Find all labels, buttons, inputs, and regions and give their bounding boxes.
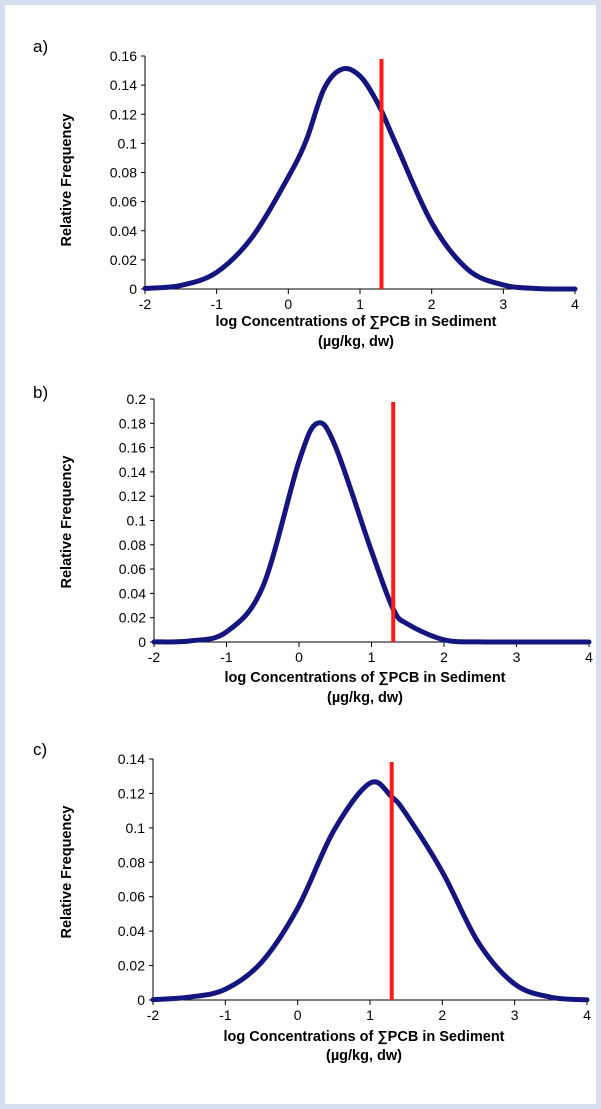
x-axis-title: log Concentrations of ∑PCB in Sediment	[224, 670, 505, 686]
y-tick-label: 0.16	[119, 440, 146, 456]
y-tick-label: 0.12	[110, 106, 137, 122]
y-tick-label: 0.06	[119, 561, 146, 577]
x-tick-label: 2	[438, 1007, 446, 1023]
x-tick-label: -1	[220, 649, 233, 665]
x-tick-label: 4	[571, 296, 579, 312]
y-tick-label: 0.1	[126, 820, 146, 836]
y-tick-label: 0.14	[119, 464, 146, 480]
panel-label: a)	[33, 37, 48, 56]
y-axis-title: Relative Frequency	[59, 114, 75, 247]
x-tick-label: 1	[366, 1007, 374, 1023]
y-tick-label: 0.14	[110, 77, 137, 93]
y-axis-title: Relative Frequency	[59, 456, 75, 589]
y-tick-label: 0.04	[118, 923, 145, 939]
panel-label: b)	[33, 383, 48, 402]
y-tick-label: 0.02	[118, 958, 145, 974]
y-axis-title: Relative Frequency	[59, 806, 75, 939]
y-tick-label: 0.06	[110, 194, 137, 210]
y-tick-label: 0.12	[119, 488, 146, 504]
y-tick-label: 0	[129, 281, 137, 297]
y-tick-label: 0.02	[119, 610, 146, 626]
x-tick-label: 4	[583, 1007, 591, 1023]
panel-label: c)	[33, 740, 47, 759]
distribution-curve	[150, 779, 590, 1003]
x-axis-units: (µg/kg, dw)	[318, 334, 394, 350]
y-tick-label: 0.2	[127, 391, 147, 407]
y-tick-label: 0.02	[110, 252, 137, 268]
y-tick-label: 0.08	[110, 165, 137, 181]
y-tick-label: 0.08	[119, 537, 146, 553]
x-axis-title: log Concentrations of ∑PCB in Sediment	[215, 314, 496, 330]
x-axis-units: (µg/kg, dw)	[326, 1048, 402, 1064]
y-tick-label: 0.04	[119, 585, 146, 601]
x-tick-label: 0	[294, 1007, 302, 1023]
x-axis-units: (µg/kg, dw)	[327, 690, 403, 706]
y-tick-label: 0.14	[118, 751, 145, 767]
y-tick-label: 0.1	[127, 513, 147, 529]
x-tick-label: -1	[219, 1007, 232, 1023]
chart-panel-a: a) Relative Frequency log Concentrations…	[33, 37, 579, 350]
plot-area: 0 0.02 0.04 0.06 0.08 0.1 0.12 0.14 0.16 0.18 0.2 -…	[119, 391, 593, 665]
y-tick-label: 0.08	[118, 854, 145, 870]
y-tick-label: 0	[137, 992, 145, 1008]
x-tick-label: -2	[139, 296, 152, 312]
x-tick-label: 2	[440, 649, 448, 665]
x-tick-label: 0	[284, 296, 292, 312]
y-tick-label: 0.1	[118, 135, 138, 151]
y-tick-label: 0.06	[118, 889, 145, 905]
y-tick-label: 0.04	[110, 223, 137, 239]
plot-area: 0 0.02 0.04 0.06 0.08 0.1 0.12 0.14 0.16 -2 -1 0 1 2 3…	[110, 48, 579, 312]
chart-panel-b: b) Relative Frequency log Concentrations…	[33, 383, 593, 706]
x-tick-label: 0	[295, 649, 303, 665]
chart-panel-c: c) Relative Frequency log Concentrations…	[33, 740, 591, 1064]
y-tick-label: 0.18	[119, 415, 146, 431]
distribution-curve	[142, 65, 578, 292]
x-tick-label: 4	[585, 649, 593, 665]
y-tick-label: 0.16	[110, 48, 137, 64]
x-tick-label: -1	[210, 296, 223, 312]
distribution-curve	[151, 420, 592, 645]
x-tick-label: -2	[148, 649, 161, 665]
y-tick-label: 0	[138, 634, 146, 650]
x-tick-label: 3	[499, 296, 507, 312]
x-tick-label: 1	[368, 649, 376, 665]
x-tick-label: 1	[356, 296, 364, 312]
figure: a) Relative Frequency log Concentrations…	[5, 5, 596, 1104]
plot-area: 0 0.02 0.04 0.06 0.08 0.1 0.12 0.14 -2 -1 0 1 2 3 4	[118, 751, 591, 1023]
x-tick-label: 2	[428, 296, 436, 312]
x-axis-title: log Concentrations of ∑PCB in Sediment	[223, 1029, 504, 1045]
x-tick-label: 3	[513, 649, 521, 665]
x-tick-label: 3	[511, 1007, 519, 1023]
x-tick-label: -2	[147, 1007, 160, 1023]
y-tick-label: 0.12	[118, 785, 145, 801]
